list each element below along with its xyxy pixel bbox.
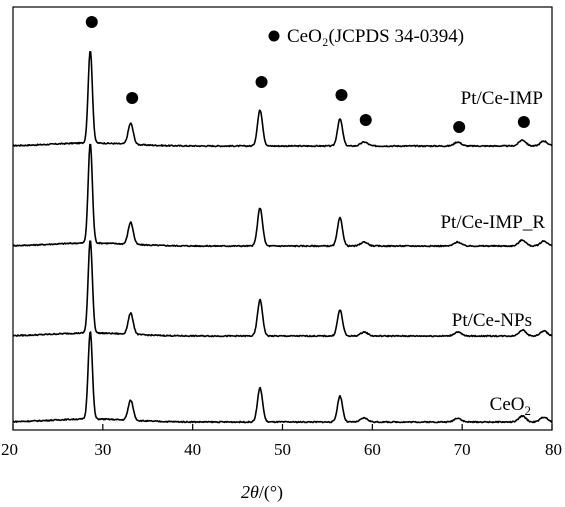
x-tick-label: 40 (184, 440, 201, 459)
legend-label: CeO₂(JCPDS 34-0394) (287, 26, 464, 47)
x-tick-label: 80 (545, 440, 562, 459)
x-tick-label: 30 (94, 440, 111, 459)
series-label: Pt/Ce-IMP (461, 88, 543, 109)
reference-peak-marker (255, 76, 268, 88)
reference-peak-marker (359, 114, 372, 126)
series-label: CeO2 (490, 394, 531, 418)
x-axis-ticks: 20 30 40 50 60 70 80 (1, 424, 562, 459)
x-tick-label: 20 (1, 440, 18, 459)
x-axis-title-theta: θ (250, 482, 259, 502)
legend-marker (268, 30, 280, 42)
reference-markers (85, 16, 530, 133)
reference-peak-marker (517, 116, 530, 128)
reference-peak-marker (126, 92, 139, 104)
series-layer (12, 51, 553, 424)
reference-peak-marker (335, 89, 348, 101)
series-line (12, 331, 553, 424)
x-tick-label: 50 (274, 440, 291, 459)
x-axis-title: 2θ/(°) (241, 482, 283, 503)
series-label: Pt/Ce-NPs (452, 310, 532, 331)
x-axis-title-unit: /(°) (259, 482, 283, 503)
x-tick-label: 60 (364, 440, 381, 459)
series-line (12, 143, 553, 248)
series-label: Pt/Ce-IMP_R (440, 212, 545, 233)
series-line (12, 240, 553, 338)
reference-peak-marker (453, 121, 466, 133)
x-axis-title-var: 2 (241, 482, 250, 502)
legend: CeO₂(JCPDS 34-0394) (268, 26, 464, 47)
reference-peak-marker (85, 16, 98, 28)
series-labels: Pt/Ce-IMP Pt/Ce-IMP_R Pt/Ce-NPs CeO2 (440, 88, 545, 418)
series-line (12, 51, 553, 148)
x-tick-label: 70 (454, 440, 471, 459)
